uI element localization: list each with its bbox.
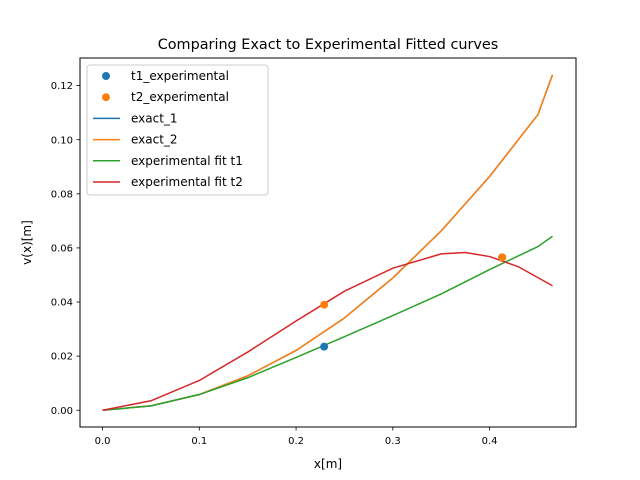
x-tick-label: 0.3 [385,436,401,447]
chart-title: Comparing Exact to Experimental Fitted c… [158,37,499,53]
x-tick-label: 0.1 [191,436,207,447]
plot-frame [79,57,577,428]
data-point-t2-experimental [320,300,329,309]
y-tick-label: 0.00 [51,406,73,417]
legend-label-exact-1: exact_1 [131,111,178,125]
legend-label-exact-2: exact_2 [131,133,178,147]
legend-label-experimental-fit-t2: experimental fit t2 [131,175,243,189]
y-axis: 0.00 0.02 0.04 0.06 0.08 0.10 0.12 [51,81,80,417]
series-layer [102,74,554,411]
y-tick-label: 0.12 [51,81,73,92]
y-tick-label: 0.08 [51,189,73,200]
legend-label-t1-experimental: t1_experimental [131,69,229,83]
y-tick-label: 0.04 [51,298,73,309]
legend-label-t2-experimental: t2_experimental [131,90,229,104]
data-point-t1-experimental [320,342,329,351]
x-axis: 0.0 0.1 0.2 0.3 0.4 [95,427,498,447]
x-tick-label: 0.0 [95,436,111,447]
legend-marker-t2-experimental [102,93,110,102]
x-tick-label: 0.2 [288,436,304,447]
data-point-t2-experimental [498,253,507,262]
y-tick-label: 0.10 [51,135,73,146]
x-axis-label: x[m] [314,457,342,471]
y-tick-label: 0.06 [51,244,73,255]
legend-marker-t1-experimental [102,72,110,80]
legend-box [86,64,269,196]
series-line-experimental-fit-t2 [102,251,553,411]
legend: t1_experimental t2_experimental exact_1exa… [86,64,269,196]
y-axis-label: v(x)[m] [20,220,34,265]
x-tick-label: 0.4 [482,436,498,447]
legend-label-experimental-fit-t1: experimental fit t1 [131,154,243,168]
y-tick-label: 0.02 [51,352,73,363]
